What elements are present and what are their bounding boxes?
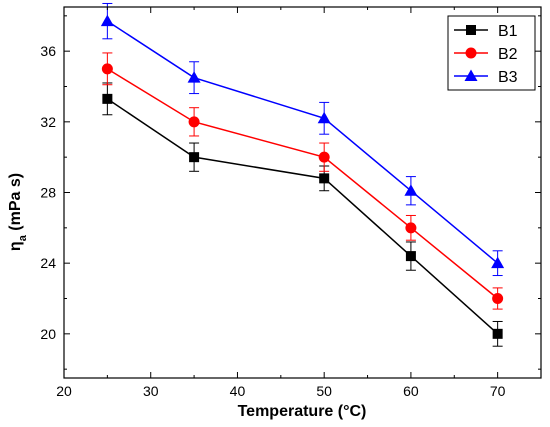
data-point xyxy=(405,222,417,234)
y-tick-label: 36 xyxy=(40,43,56,59)
x-tick-label: 70 xyxy=(490,383,506,399)
x-tick-label: 40 xyxy=(230,383,246,399)
data-point xyxy=(319,173,330,184)
x-tick-label: 30 xyxy=(143,383,159,399)
data-point xyxy=(405,251,416,262)
x-tick-label: 50 xyxy=(316,383,332,399)
data-point xyxy=(318,151,330,163)
legend-item-B2: B2 xyxy=(454,46,518,63)
legend-item-B3: B3 xyxy=(454,69,518,86)
y-tick-label: 28 xyxy=(40,185,56,201)
y-tick-label: 20 xyxy=(40,326,56,342)
data-point xyxy=(101,63,113,75)
data-point xyxy=(188,116,200,128)
data-point xyxy=(102,93,113,104)
series-line xyxy=(106,20,499,264)
data-point xyxy=(492,328,503,339)
x-axis-title: Temperature (°C) xyxy=(238,403,367,420)
legend-label: B2 xyxy=(498,46,518,63)
legend-marker xyxy=(466,25,476,35)
data-point xyxy=(317,111,331,124)
x-tick-label: 60 xyxy=(403,383,419,399)
y-axis-title-main: η xyxy=(7,241,24,251)
series-line xyxy=(106,98,499,335)
y-axis-title-subscript: a xyxy=(17,234,29,241)
data-point xyxy=(100,14,114,27)
axes: 20 30 40 50 60 70 20 24 28 32 36 xyxy=(40,6,542,399)
series-B2 xyxy=(101,52,504,310)
legend-marker xyxy=(465,47,477,59)
legend-item-B1: B1 xyxy=(454,23,518,40)
data-point xyxy=(187,71,201,83)
data-point xyxy=(404,184,418,196)
y-tick-label: 32 xyxy=(40,114,56,130)
legend-label: B1 xyxy=(498,23,518,40)
data-point xyxy=(492,293,504,304)
series-B1 xyxy=(102,82,503,347)
y-axis-title-unit: (mPa s) xyxy=(7,173,24,235)
data-point xyxy=(491,256,505,269)
x-tick-label: 20 xyxy=(56,383,72,399)
plot-area xyxy=(100,2,505,347)
y-tick-label: 24 xyxy=(40,255,56,271)
legend: B1 B2 B3 xyxy=(447,15,536,91)
series-line xyxy=(106,68,499,300)
data-point xyxy=(189,152,200,163)
legend-label: B3 xyxy=(498,69,518,86)
legend-marker xyxy=(464,69,478,81)
series-B3 xyxy=(100,2,505,277)
y-axis-title: ηa (mPa s) xyxy=(7,173,29,251)
